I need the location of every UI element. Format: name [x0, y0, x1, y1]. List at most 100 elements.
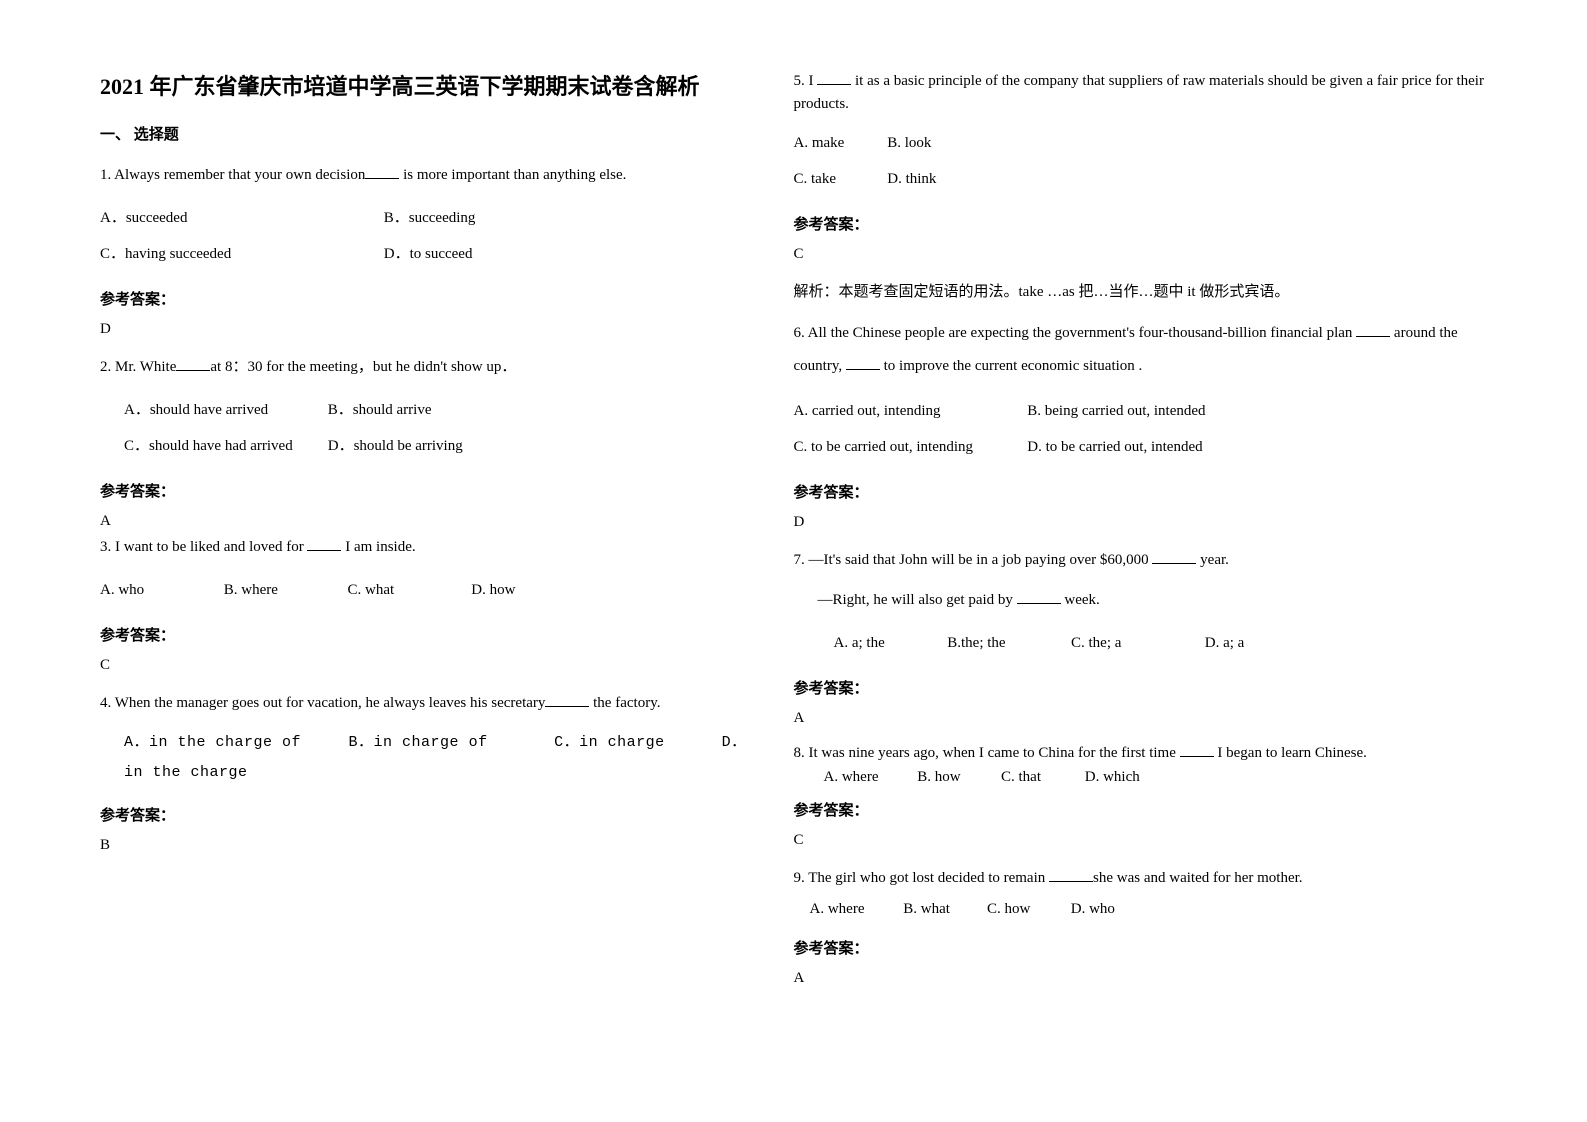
q3-text: 3. I want to be liked and loved for I am…: [100, 532, 754, 562]
q8-answer: C: [794, 832, 1488, 849]
q3-answer-label: 参考答案：: [100, 624, 754, 645]
q6-opt-d: D. to be carried out, intended: [1027, 439, 1202, 455]
q2-opt-b: B．should arrive: [328, 402, 432, 418]
q8-opt-d: D. which: [1085, 769, 1140, 785]
blank: [1017, 590, 1061, 605]
q7-opt-b: B.the; the: [947, 625, 1067, 661]
q3-options: A. who B. where C. what D. how: [100, 572, 754, 608]
q7-line1: 7. —It's said that John will be in a job…: [794, 545, 1488, 575]
q4-opt-c: C．in charge: [554, 734, 665, 751]
q1-options: A．succeeded B．succeeding C．having succee…: [100, 200, 754, 272]
q2-text-mid: at 8：30 for the meeting，but he didn't sh…: [210, 359, 516, 375]
q6-options: A. carried out, intending B. being carri…: [794, 393, 1488, 465]
blank: [1049, 868, 1093, 883]
blank: [1152, 550, 1196, 565]
blank: [176, 357, 210, 372]
q1-answer: D: [100, 321, 754, 338]
q2-answer-label: 参考答案：: [100, 480, 754, 501]
q8-opt-c: C. that: [1001, 765, 1081, 789]
q5-answer: C: [794, 246, 1488, 263]
section-heading: 一、 选择题: [100, 123, 754, 144]
q5-answer-label: 参考答案：: [794, 213, 1488, 234]
q1-opt-a: A．succeeded: [100, 200, 380, 236]
q5-opt-a: A. make: [794, 125, 884, 161]
q5-opt-c: C. take: [794, 161, 884, 197]
q2-text-pre: 2. Mr. White: [100, 359, 176, 375]
q3-answer: C: [100, 657, 754, 674]
q3-text-post: I am inside.: [341, 539, 415, 555]
q2-answer: A: [100, 513, 754, 530]
q7-opt-d: D. a; a: [1205, 635, 1245, 651]
q7-options: A. a; the B.the; the C. the; a D. a; a: [794, 625, 1488, 661]
q1-opt-d: D．to succeed: [384, 236, 664, 272]
q9-opt-c: C. how: [987, 897, 1067, 921]
q7-line2-post: week.: [1061, 592, 1100, 608]
q4-text-post: the factory.: [589, 695, 660, 711]
q5-text-post: it as a basic principle of the company t…: [794, 73, 1484, 112]
q9-opt-d: D. who: [1071, 901, 1115, 917]
q8-text-pre: 8. It was nine years ago, when I came to…: [794, 745, 1180, 761]
q1-opt-c: C．having succeeded: [100, 236, 380, 272]
q4-answer-label: 参考答案：: [100, 804, 754, 825]
q4-opt-a: A．in the charge of: [124, 734, 301, 751]
q9-answer-label: 参考答案：: [794, 937, 1488, 958]
q9-opt-b: B. what: [903, 897, 983, 921]
q7-opt-c: C. the; a: [1071, 625, 1201, 661]
q6-opt-c: C. to be carried out, intending: [794, 429, 1024, 465]
q8-text-post: I began to learn Chinese.: [1214, 745, 1367, 761]
q7-answer: A: [794, 710, 1488, 727]
q2-opt-d: D．should be arriving: [328, 438, 463, 454]
blank: [1180, 743, 1214, 758]
q7-line1-pre: 7. —It's said that John will be in a job…: [794, 552, 1153, 568]
q6-answer-label: 参考答案：: [794, 481, 1488, 502]
q3-text-pre: 3. I want to be liked and loved for: [100, 539, 307, 555]
blank: [365, 165, 399, 180]
q7-answer-label: 参考答案：: [794, 677, 1488, 698]
q3-opt-d: D. how: [471, 582, 515, 598]
q8-opt-a: A. where: [824, 765, 914, 789]
document-title: 2021 年广东省肇庆市培道中学高三英语下学期期末试卷含解析: [100, 70, 754, 103]
q5-opt-b: B. look: [887, 135, 931, 151]
q1-answer-label: 参考答案：: [100, 288, 754, 309]
q1-text-post: is more important than anything else.: [403, 167, 626, 183]
q4-options: A．in the charge of B．in charge of C．in c…: [100, 728, 754, 788]
q2-text: 2. Mr. White at 8：30 for the meeting，but …: [100, 352, 754, 382]
q6-text: 6. All the Chinese people are expecting …: [794, 317, 1488, 383]
q9-opt-a: A. where: [810, 897, 900, 921]
left-column: 2021 年广东省肇庆市培道中学高三英语下学期期末试卷含解析 一、 选择题 1.…: [0, 0, 794, 1122]
q7-line2: —Right, he will also get paid by week.: [794, 585, 1488, 615]
q3-opt-a: A. who: [100, 572, 220, 608]
q7-opt-a: A. a; the: [834, 625, 944, 661]
q1-text-pre: 1. Always remember that your own decisio…: [100, 167, 365, 183]
q7-line2-pre: —Right, he will also get paid by: [818, 592, 1017, 608]
q9-answer: A: [794, 970, 1488, 987]
blank: [846, 356, 880, 371]
q2-options: A．should have arrived B．should arrive C．…: [100, 392, 754, 464]
q9-text: 9. The girl who got lost decided to rema…: [794, 863, 1488, 893]
q1-text: 1. Always remember that your own decisio…: [100, 160, 754, 190]
blank: [1356, 323, 1390, 338]
q5-text: 5. I it as a basic principle of the comp…: [794, 70, 1488, 115]
q3-opt-c: C. what: [348, 572, 468, 608]
blank: [307, 537, 341, 552]
q2-opt-c: C．should have had arrived: [124, 428, 324, 464]
right-column: 5. I it as a basic principle of the comp…: [794, 0, 1587, 1122]
q8-answer-label: 参考答案：: [794, 799, 1488, 820]
q7-line1-post: year.: [1196, 552, 1228, 568]
q6-answer: D: [794, 514, 1488, 531]
q6-text-pre: 6. All the Chinese people are expecting …: [794, 325, 1357, 341]
q5-opt-d: D. think: [887, 171, 936, 187]
q9-text-post: she was and waited for her mother.: [1093, 870, 1303, 886]
q4-text: 4. When the manager goes out for vacatio…: [100, 688, 754, 718]
q5-text-pre: 5. I: [794, 73, 818, 89]
q1-opt-b: B．succeeding: [384, 200, 664, 236]
q6-opt-b: B. being carried out, intended: [1027, 403, 1205, 419]
q5-explain: 解析：本题考查固定短语的用法。take …as 把…当作…题中 it 做形式宾语…: [794, 277, 1488, 307]
q5-options: A. make B. look C. take D. think: [794, 125, 1488, 197]
q9-text-pre: 9. The girl who got lost decided to rema…: [794, 870, 1050, 886]
q8-opt-b: B. how: [917, 765, 997, 789]
q8-text: 8. It was nine years ago, when I came to…: [794, 741, 1488, 789]
blank: [817, 71, 851, 86]
q9-options: A. where B. what C. how D. who: [794, 897, 1488, 921]
q4-text-pre: 4. When the manager goes out for vacatio…: [100, 695, 545, 711]
